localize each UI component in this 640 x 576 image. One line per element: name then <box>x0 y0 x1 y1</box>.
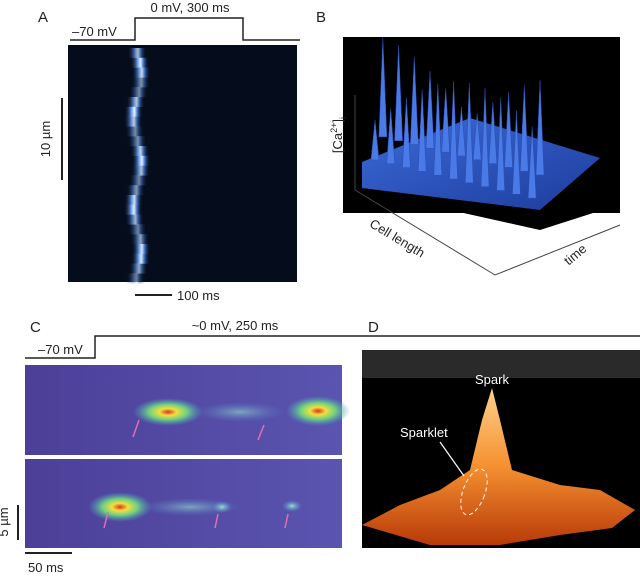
spark <box>286 396 350 426</box>
panel-label: B <box>316 9 326 26</box>
spike <box>433 83 443 176</box>
streak-segment <box>131 67 150 78</box>
top-band <box>362 350 640 378</box>
sparklet <box>212 501 232 513</box>
streak-segment <box>131 165 150 176</box>
spike <box>496 97 505 191</box>
spike <box>472 113 482 161</box>
spark-surface <box>362 388 635 545</box>
spark-tail <box>140 498 240 516</box>
step-label: 0 mV, 300 ms <box>150 0 230 15</box>
streak-segment <box>126 97 145 107</box>
step-label: ~0 mV, 250 ms <box>192 318 279 333</box>
rest-label: –70 mV <box>38 342 83 357</box>
streak-segment <box>125 126 144 137</box>
spikes <box>370 37 545 199</box>
arrow <box>214 513 219 529</box>
spike <box>425 71 435 149</box>
spike <box>386 108 395 165</box>
spark <box>88 492 152 522</box>
streak-segment <box>130 57 149 68</box>
sparks <box>88 396 350 529</box>
arrow <box>439 441 465 477</box>
streak-segment <box>131 155 150 166</box>
streak-segment <box>124 204 143 215</box>
arrow <box>132 419 140 438</box>
streak-segment <box>128 136 147 147</box>
spark <box>133 398 203 426</box>
calcium-streak <box>124 48 150 284</box>
streak-segment <box>129 263 148 274</box>
superscript: 2+ <box>329 123 339 133</box>
time-scale-label: 50 ms <box>28 560 64 575</box>
spike <box>449 81 458 180</box>
time-scale-label: 100 ms <box>177 288 220 303</box>
streak-segment <box>131 244 150 254</box>
voltage-trace <box>70 17 300 41</box>
spike <box>520 84 529 172</box>
arrow <box>284 513 289 529</box>
spike <box>441 88 450 153</box>
spark-tail <box>195 402 285 422</box>
panel-label: D <box>368 319 379 336</box>
streak-segment <box>130 146 149 156</box>
streak-segment <box>124 116 143 127</box>
spike <box>465 82 474 184</box>
arrow <box>103 511 109 529</box>
panel-label: A <box>38 9 48 26</box>
spike <box>512 110 521 195</box>
spike <box>504 92 513 168</box>
streak-segment <box>131 77 150 88</box>
streak-segment <box>129 175 148 186</box>
spike <box>527 126 537 199</box>
peak-label: Spark <box>475 372 509 387</box>
space-scale-label: 10 µm <box>38 121 53 157</box>
arrow <box>257 424 265 441</box>
streak-segment <box>126 273 145 284</box>
panel-label: C <box>30 319 41 336</box>
streak-segment <box>128 48 146 58</box>
y-axis-label: time <box>561 241 589 268</box>
sparklet-outline <box>460 468 488 516</box>
spike <box>488 102 498 164</box>
subscript: i <box>338 117 348 119</box>
label-part: [Ca <box>330 132 345 153</box>
spike <box>378 37 388 138</box>
spike <box>535 80 545 176</box>
streak-segment <box>124 195 143 205</box>
voltage-trace <box>25 335 640 359</box>
spike <box>394 45 403 141</box>
streak-segment <box>129 87 148 98</box>
z-axis-label: [Ca2+]i <box>329 117 348 153</box>
spike <box>370 119 380 161</box>
spike <box>410 56 419 145</box>
space-scale-label: 5 µm <box>0 507 11 536</box>
spike <box>480 88 490 187</box>
spike <box>457 106 466 157</box>
axes <box>354 95 621 276</box>
streak-segment <box>130 234 149 245</box>
streak-segment <box>125 214 144 225</box>
streak-segment <box>128 224 147 235</box>
sparklet <box>282 500 302 512</box>
sparklet-label: Sparklet <box>400 425 448 440</box>
x-axis-label: Cell length <box>367 216 427 261</box>
spike <box>417 89 427 172</box>
rest-label: –70 mV <box>72 24 117 39</box>
spike <box>402 97 411 168</box>
linescan-image <box>68 45 297 282</box>
streak-segment <box>124 106 143 117</box>
label-part: ] <box>330 119 345 123</box>
streak-segment <box>126 185 145 196</box>
streak-segment <box>131 253 150 264</box>
